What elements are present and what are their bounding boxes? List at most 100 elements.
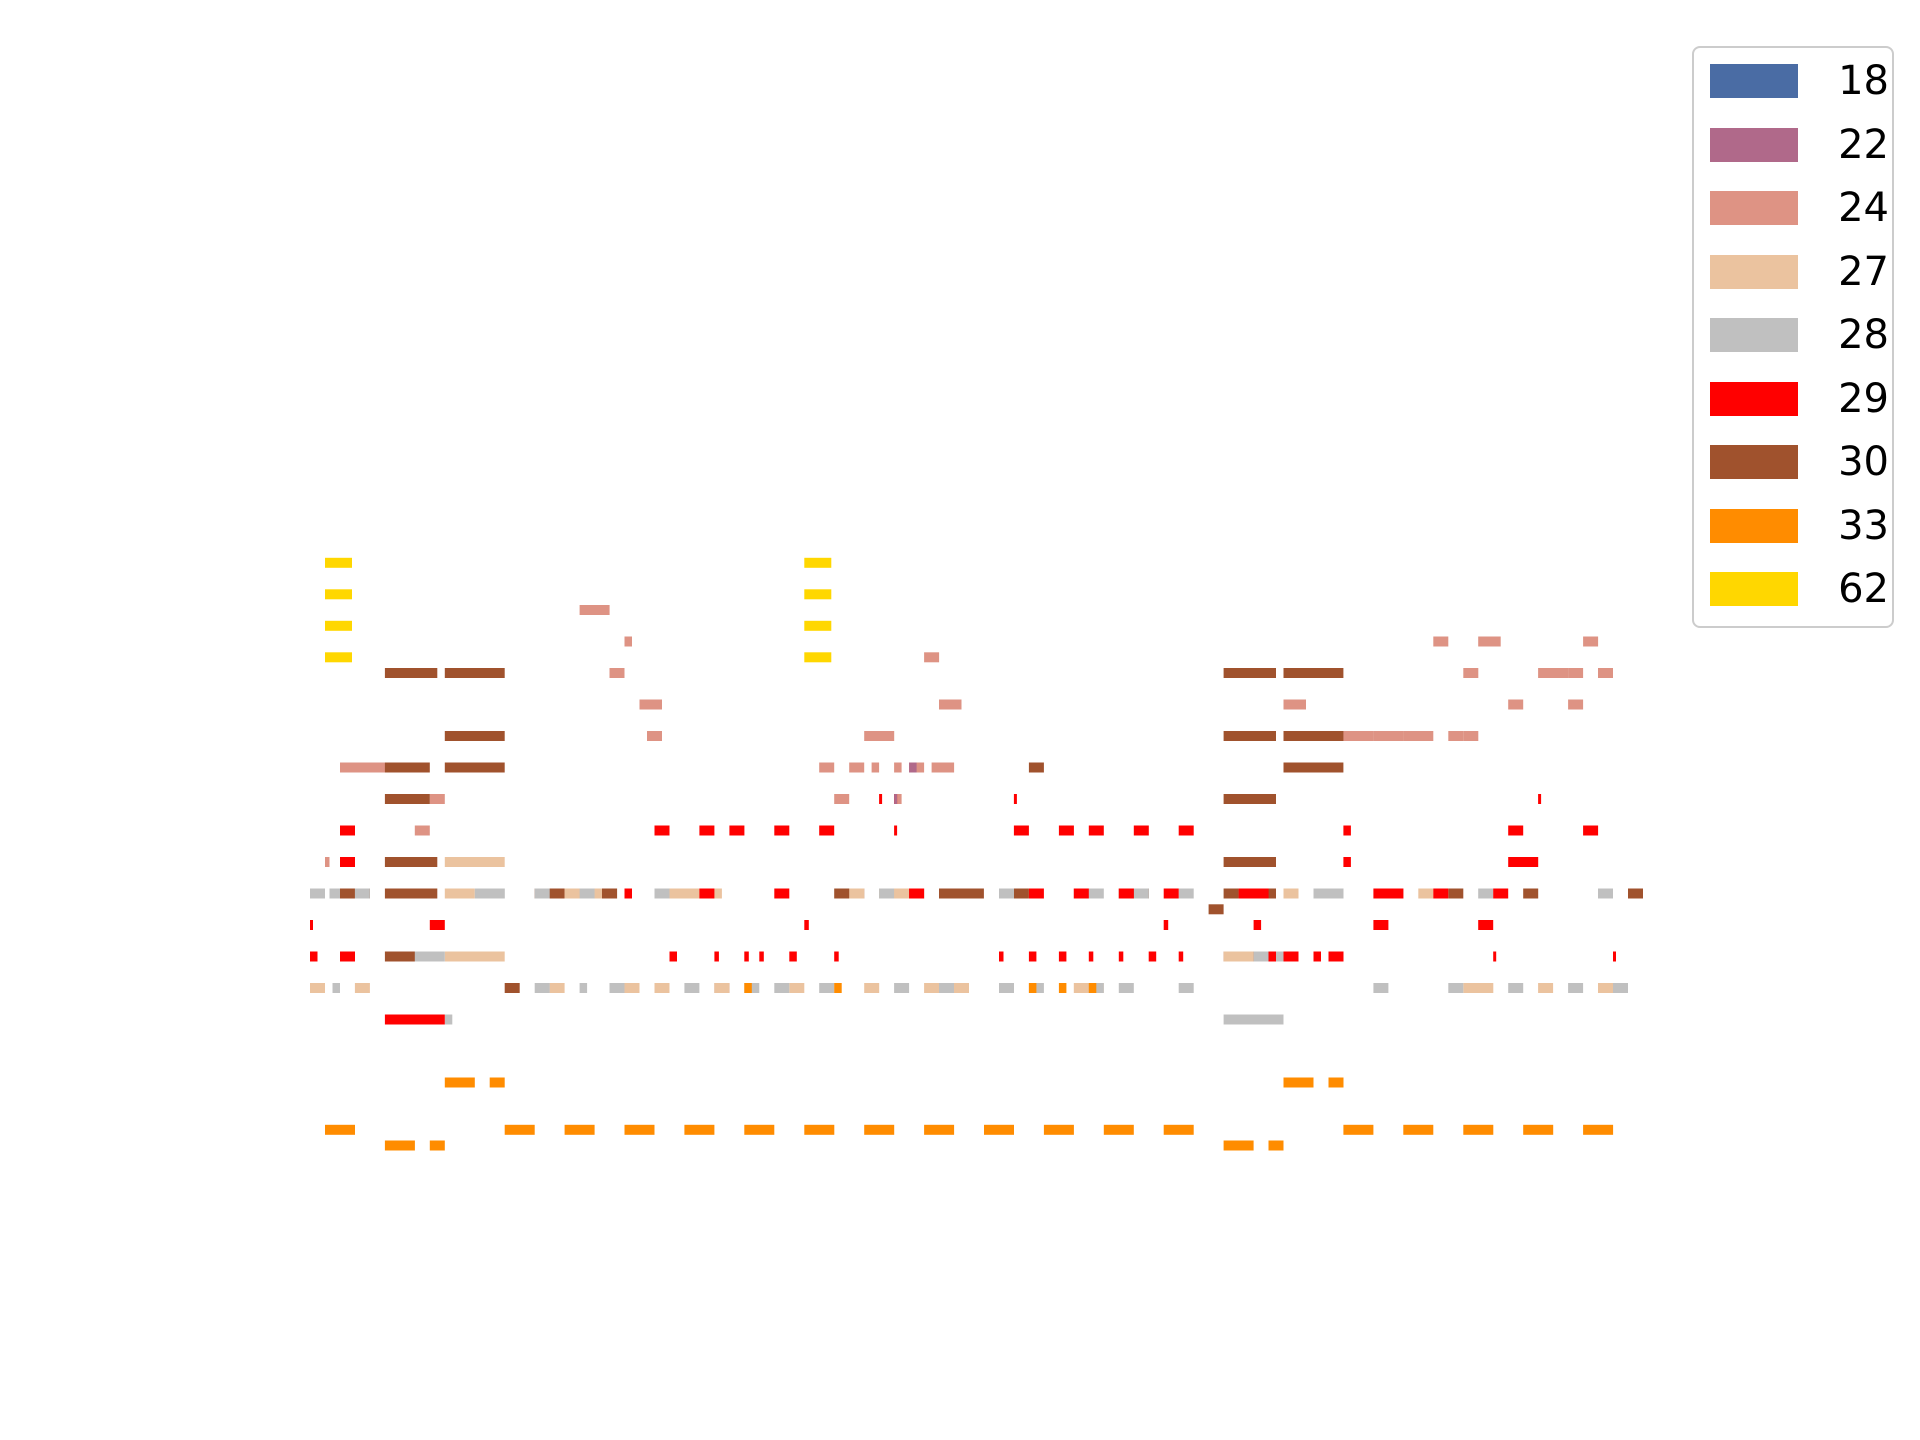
bar-28-6 xyxy=(654,888,670,899)
bar-24-33 xyxy=(1463,731,1479,741)
legend-swatch-18 xyxy=(1710,64,1798,98)
bar-29-14 xyxy=(624,888,632,899)
bar-segments xyxy=(310,557,1643,1151)
bar-30-10 xyxy=(1283,668,1344,678)
bar-24-12 xyxy=(819,762,835,773)
bar-29-35 xyxy=(669,951,677,962)
bar-30-28 xyxy=(1028,762,1044,773)
bar-28-30 xyxy=(939,983,954,993)
bar-28-1 xyxy=(329,888,340,899)
legend-label-24: 24 xyxy=(1838,185,1889,231)
bar-29-53 xyxy=(1313,951,1321,962)
bar-30-20 xyxy=(594,888,618,899)
bar-33-12 xyxy=(924,1124,955,1135)
bar-29-43 xyxy=(1058,951,1067,962)
bar-33-28 xyxy=(1028,983,1037,993)
bar-29-58 xyxy=(1013,794,1017,804)
bar-62-3 xyxy=(325,652,352,663)
bar-28-0 xyxy=(310,888,325,899)
bar-33-4 xyxy=(325,1124,355,1135)
legend-label-18: 18 xyxy=(1838,58,1889,104)
bar-33-18 xyxy=(1403,1124,1434,1135)
bar-24-35 xyxy=(1598,668,1613,678)
bar-27-14 xyxy=(624,983,640,993)
bar-24-3 xyxy=(639,699,662,710)
bar-29-27 xyxy=(429,920,445,930)
bar-24-2 xyxy=(609,668,625,678)
bar-33-8 xyxy=(684,1124,715,1135)
bar-28-18 xyxy=(444,1014,453,1025)
legend-item-33: 33 xyxy=(1694,503,1894,573)
bar-29-41 xyxy=(999,951,1004,962)
bar-27-6 xyxy=(849,888,865,899)
bar-30-15 xyxy=(1223,857,1276,867)
bar-30-26 xyxy=(1628,888,1643,899)
bar-24-32 xyxy=(1448,731,1464,741)
bar-30-23 xyxy=(939,888,984,899)
bar-30-2 xyxy=(384,762,430,773)
bar-29-34 xyxy=(340,951,355,962)
bar-24-1 xyxy=(624,636,632,647)
legend-item-28: 28 xyxy=(1694,312,1894,382)
bar-24-7 xyxy=(414,825,430,836)
bar-33-16 xyxy=(1163,1124,1194,1135)
bar-24-27 xyxy=(1538,668,1569,678)
legend-item-24: 24 xyxy=(1694,185,1894,255)
bar-24-19 xyxy=(894,794,902,804)
bar-24-0 xyxy=(579,605,610,615)
bar-29-46 xyxy=(1148,951,1157,962)
bar-30-29 xyxy=(1013,888,1029,899)
bar-22-1 xyxy=(894,794,898,804)
bar-29-54 xyxy=(1328,951,1344,962)
bar-29-31 xyxy=(1373,920,1389,930)
bar-33-10 xyxy=(804,1124,835,1135)
bar-62-4 xyxy=(804,557,832,568)
bar-27-23 xyxy=(1538,983,1554,993)
bar-62-5 xyxy=(804,589,832,600)
legend-item-62: 62 xyxy=(1694,566,1894,636)
bar-30-9 xyxy=(1223,668,1276,678)
bar-30-8 xyxy=(384,951,430,962)
bar-28-39 xyxy=(1568,983,1584,993)
bar-24-30 xyxy=(1373,731,1404,741)
bar-30-30 xyxy=(1448,888,1464,899)
bar-28-21 xyxy=(332,983,340,993)
bar-28-15 xyxy=(1478,888,1494,899)
bar-30-13 xyxy=(1283,762,1344,773)
bar-28-31 xyxy=(999,983,1014,993)
legend-label-33: 33 xyxy=(1838,502,1889,549)
bar-27-4 xyxy=(669,888,700,899)
bar-30-27 xyxy=(1523,888,1539,899)
bar-24-5 xyxy=(340,762,400,773)
bar-30-11 xyxy=(1223,731,1276,741)
bar-28-28 xyxy=(819,983,835,993)
legend: 18 22 24 27 28 29 30 33 62 xyxy=(1692,46,1894,628)
bar-27-1 xyxy=(444,857,505,867)
bar-29-25 xyxy=(1493,888,1509,899)
bar-29-52 xyxy=(1283,951,1299,962)
bar-33-23 xyxy=(429,1140,445,1151)
bar-33-19 xyxy=(1463,1124,1494,1135)
bar-33-25 xyxy=(1268,1140,1284,1151)
bar-30-32 xyxy=(504,983,520,993)
bar-24-17 xyxy=(931,762,955,773)
bar-28-29 xyxy=(894,983,910,993)
legend-label-22: 22 xyxy=(1838,121,1889,168)
bar-28-16 xyxy=(1598,888,1613,899)
bar-28-22 xyxy=(534,983,550,993)
bar-28-2 xyxy=(354,888,370,899)
legend-item-29: 29 xyxy=(1694,376,1894,446)
bar-24-6 xyxy=(429,794,445,804)
legend-label-30: 30 xyxy=(1838,439,1889,485)
legend-label-27: 27 xyxy=(1838,248,1889,295)
bar-29-39 xyxy=(789,951,797,962)
bar-62-6 xyxy=(804,620,832,631)
bar-27-8 xyxy=(1223,951,1254,962)
bar-29-42 xyxy=(1028,951,1037,962)
bar-33-2 xyxy=(1283,1077,1314,1088)
bar-29-7 xyxy=(1013,825,1029,836)
bar-28-24 xyxy=(609,983,625,993)
bar-29-17 xyxy=(909,888,925,899)
bar-29-33 xyxy=(310,951,318,962)
